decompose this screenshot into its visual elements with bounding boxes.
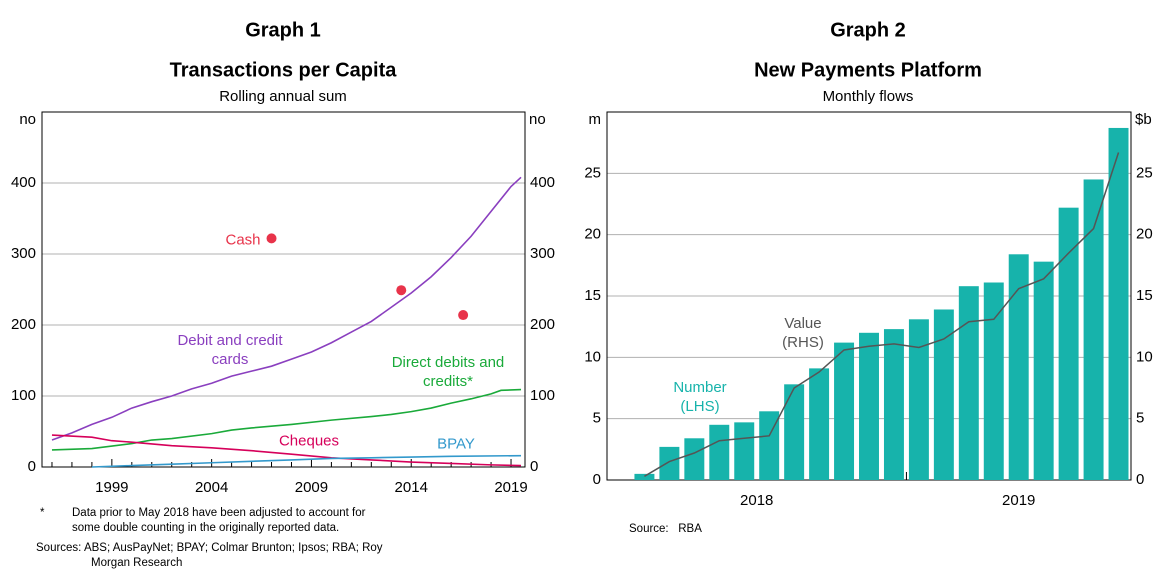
series-label: Number (LHS)	[673, 379, 727, 415]
bar	[734, 422, 755, 480]
cash-dot	[266, 233, 277, 244]
graph-label: Graph 2	[830, 19, 906, 41]
y2-tick-label: 10	[1136, 348, 1153, 365]
bar	[1108, 127, 1129, 481]
series-line	[51, 176, 522, 441]
chart-title: New Payments Platform	[754, 59, 982, 81]
x-group-label: 2018	[740, 492, 773, 509]
y2-tick-label: 0	[1136, 471, 1144, 488]
footnote: Data prior to May 2018 have been adjuste…	[72, 507, 366, 534]
cash-dot	[396, 285, 407, 296]
y-tick-label: 15	[584, 287, 601, 304]
source: Source: RBA	[629, 523, 702, 535]
y2-tick-label: 0	[530, 458, 538, 475]
x-tick-label: 2019	[494, 479, 527, 496]
y-tick-label: 25	[584, 164, 601, 181]
bar	[1033, 261, 1054, 480]
x-tick-label: 2009	[295, 479, 328, 496]
y2-tick-label: 300	[530, 245, 555, 262]
y-unit: m	[589, 111, 602, 128]
bar	[784, 384, 805, 480]
series-line	[644, 152, 1120, 477]
y-tick-label: 100	[11, 387, 36, 404]
y-tick-label: 0	[28, 458, 36, 475]
y2-tick-label: 5	[1136, 410, 1144, 427]
y-tick-label: 400	[11, 174, 36, 191]
y-tick-label: 5	[593, 410, 601, 427]
x-group-label: 2019	[1002, 492, 1035, 509]
series-line	[51, 434, 522, 467]
x-tick-label: 2014	[395, 479, 428, 496]
y-tick-label: 200	[11, 316, 36, 333]
chart-subtitle: Monthly flows	[823, 88, 914, 105]
series-line	[91, 454, 522, 468]
series-label: Cash	[225, 231, 261, 249]
x-tick-label: 1999	[95, 479, 128, 496]
bar	[1058, 207, 1079, 480]
y-tick-label: 20	[584, 226, 601, 243]
graph-label: Graph 1	[245, 19, 321, 41]
bar	[983, 282, 1004, 480]
series-line	[51, 388, 522, 451]
bar	[809, 368, 830, 480]
bar	[759, 411, 780, 480]
bar	[709, 424, 730, 480]
y2-unit: $b	[1135, 111, 1152, 128]
y2-unit: no	[529, 111, 546, 128]
y-tick-label: 10	[584, 348, 601, 365]
bar	[684, 438, 705, 480]
y2-tick-label: 25	[1136, 164, 1153, 181]
series-label: Direct debits and credits*	[391, 354, 505, 390]
y-tick-label: 300	[11, 245, 36, 262]
footnote-marker: *	[40, 507, 45, 519]
y2-tick-label: 20	[1136, 226, 1153, 243]
sources: Sources: ABS; AusPayNet; BPAY; Colmar Br…	[36, 542, 383, 569]
bar	[908, 319, 929, 480]
bar	[958, 286, 979, 480]
bar	[883, 329, 904, 480]
series-label: Value (RHS)	[782, 315, 824, 351]
y2-tick-label: 15	[1136, 287, 1153, 304]
bar	[859, 332, 879, 480]
series-label: Cheques	[278, 432, 340, 450]
cash-dot	[458, 310, 469, 321]
y-unit: no	[19, 111, 36, 128]
y-tick-label: 0	[593, 471, 601, 488]
bar	[634, 473, 655, 480]
y2-tick-label: 400	[530, 174, 555, 191]
bar	[1083, 179, 1104, 480]
x-tick-label: 2004	[195, 479, 228, 496]
series-label: BPAY	[437, 435, 475, 453]
plot-frame	[41, 111, 526, 468]
bar	[659, 446, 680, 480]
bar	[834, 342, 855, 480]
bar	[1008, 254, 1029, 480]
y2-tick-label: 200	[530, 316, 555, 333]
y2-tick-label: 100	[530, 387, 555, 404]
bar	[933, 309, 954, 480]
series-label: Debit and credit cards	[177, 332, 283, 368]
chart-subtitle: Rolling annual sum	[219, 88, 347, 105]
chart-title: Transactions per Capita	[170, 59, 398, 81]
